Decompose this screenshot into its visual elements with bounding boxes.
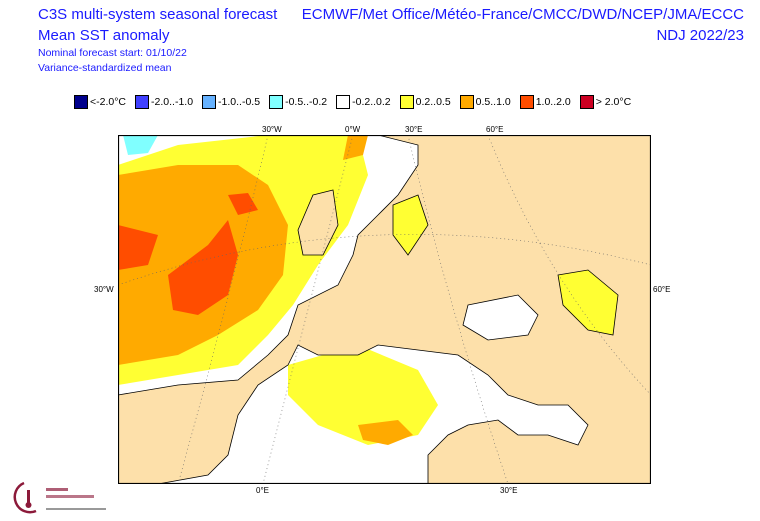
legend-swatch bbox=[336, 95, 351, 109]
legend-swatch bbox=[399, 95, 414, 109]
anomaly-red bbox=[118, 193, 258, 315]
legend-item: -0.2..0.2 bbox=[336, 95, 391, 109]
legend-label: > 2.0°C bbox=[595, 96, 632, 108]
lon-label-right: 60°E bbox=[653, 285, 671, 294]
legend-label: -2.0..-1.0 bbox=[151, 96, 194, 108]
legend-swatch bbox=[202, 95, 217, 109]
legend-label: 0.2..0.5 bbox=[415, 96, 451, 108]
legend-item: 0.5..1.0 bbox=[459, 95, 511, 109]
title: C3S multi-system seasonal forecast bbox=[38, 6, 278, 23]
anomaly-cyan bbox=[123, 135, 158, 155]
lon-label-bottom: 30°E bbox=[500, 486, 518, 495]
lon-label-top: 0°W bbox=[345, 125, 361, 134]
lon-label-top: 60°E bbox=[486, 125, 504, 134]
legend-item: 1.0..2.0 bbox=[519, 95, 571, 109]
subtitle: Mean SST anomaly bbox=[38, 27, 170, 44]
map-frame bbox=[118, 135, 651, 484]
land-mass bbox=[118, 135, 651, 484]
centres-label: ECMWF/Met Office/Météo-France/CMCC/DWD/N… bbox=[301, 6, 744, 23]
legend-item: -1.0..-0.5 bbox=[202, 95, 260, 109]
forecast-start: Nominal forecast start: 01/10/22 bbox=[38, 47, 187, 59]
legend-swatch bbox=[459, 95, 474, 109]
method-label: Variance-standardized mean bbox=[38, 62, 172, 74]
period-label: NDJ 2022/23 bbox=[656, 27, 744, 44]
lon-label-left: 30°W bbox=[94, 285, 114, 294]
lon-label-top: 30°W bbox=[262, 125, 282, 134]
legend-swatch bbox=[269, 95, 284, 109]
seas bbox=[392, 194, 619, 341]
legend-item: -0.5..-0.2 bbox=[269, 95, 327, 109]
grid-lines bbox=[118, 135, 651, 484]
legend-label: -0.2..0.2 bbox=[352, 96, 391, 108]
legend-label: 0.5..1.0 bbox=[475, 96, 511, 108]
legend-label: -1.0..-0.5 bbox=[218, 96, 261, 108]
legend-label: <-2.0°C bbox=[90, 96, 127, 108]
climate-service-logo bbox=[13, 481, 106, 514]
legend-item: -2.0..-1.0 bbox=[135, 95, 193, 109]
copernicus-logo bbox=[4, 478, 114, 521]
legend-label: -0.5..-0.2 bbox=[285, 96, 328, 108]
legend-swatch bbox=[135, 95, 150, 109]
lon-label-bottom: 0°E bbox=[256, 486, 269, 495]
color-legend: <-2.0°C -2.0..-1.0 -1.0..-0.5 -0.5..-0.2 -0.… bbox=[74, 95, 640, 109]
legend-item: 0.2..0.5 bbox=[399, 95, 451, 109]
legend-swatch bbox=[74, 95, 88, 109]
legend-swatch bbox=[519, 95, 534, 109]
legend-label: 1.0..2.0 bbox=[535, 96, 571, 108]
legend-swatch bbox=[579, 95, 594, 109]
legend-item: <-2.0°C bbox=[74, 95, 126, 109]
sst-anomaly-map bbox=[118, 135, 651, 484]
legend-item: > 2.0°C bbox=[579, 95, 632, 109]
lon-label-top: 30°E bbox=[405, 125, 423, 134]
